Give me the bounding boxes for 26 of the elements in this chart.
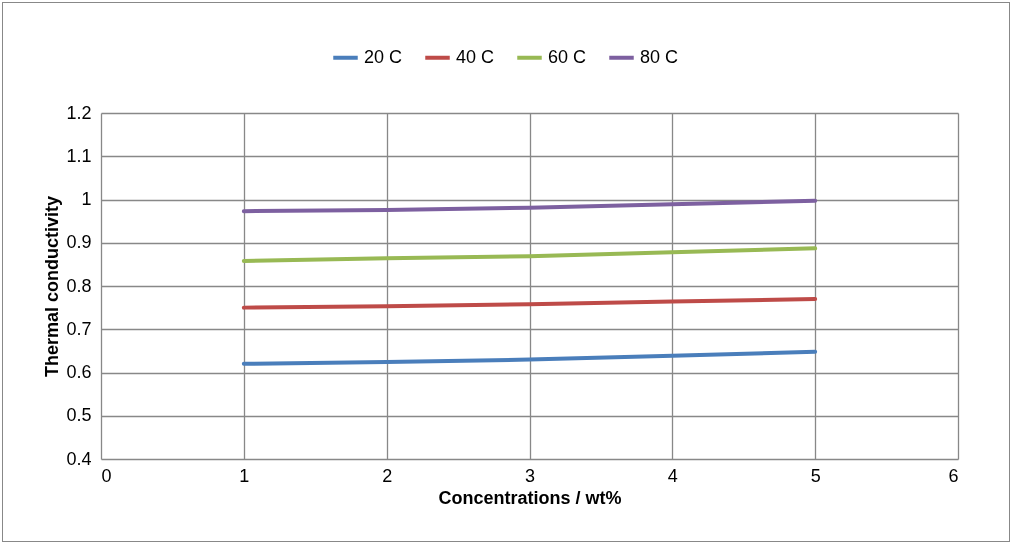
x-tick-label: 6 — [948, 465, 959, 486]
y-tick-label: 0.7 — [66, 318, 92, 339]
legend-label: 40 C — [456, 46, 495, 67]
line-series — [241, 246, 818, 263]
y-tick-label: 1.1 — [66, 145, 92, 166]
legend-label: 60 C — [548, 46, 587, 67]
legend-label: 20 C — [364, 46, 403, 67]
line-series — [241, 198, 818, 214]
line-series — [241, 349, 818, 366]
y-tick-label: 0.5 — [66, 405, 92, 426]
y-tick-label: 0.8 — [66, 275, 92, 296]
y-tick-label: 0.6 — [66, 362, 92, 382]
x-tick-label: 2 — [382, 465, 393, 486]
y-tick-label: 0.9 — [66, 232, 92, 253]
x-tick-label: 0 — [101, 465, 112, 486]
x-tick-label: 4 — [667, 465, 678, 486]
line-series — [241, 296, 818, 310]
x-tick-label: 1 — [239, 465, 250, 486]
y-tick-label: 0.4 — [66, 448, 92, 469]
y-tick-label: 1.2 — [66, 102, 92, 123]
legend-label: 80 C — [640, 46, 679, 67]
y-axis-title: Thermal conductivity — [42, 195, 63, 378]
x-tick-label: 3 — [524, 465, 536, 486]
y-tick-label: 1 — [81, 189, 92, 209]
x-tick-label: 5 — [810, 465, 821, 486]
x-axis-title: Concentrations / wt% — [438, 487, 622, 508]
